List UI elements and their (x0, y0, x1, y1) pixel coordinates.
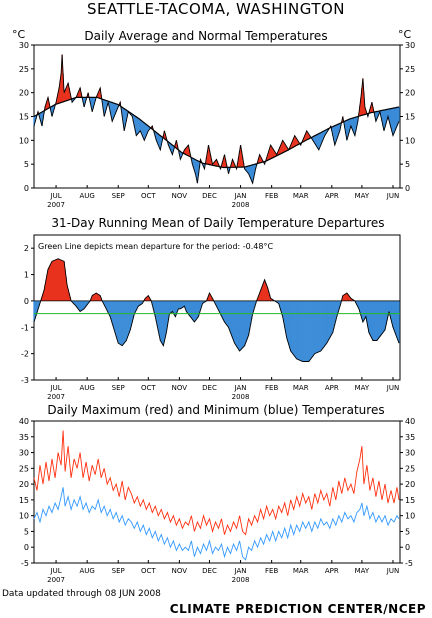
chart1-xtick-label: AUG (79, 192, 94, 200)
chart3-ytick-label: 35 (19, 433, 29, 442)
chart2-ytick-label: 1 (24, 271, 29, 280)
chart1-average-line (33, 54, 400, 185)
chart1-xtick-label: SEP (112, 192, 125, 200)
chart3-ytick-label-right: 15 (405, 496, 415, 505)
chart2-xtick-label: JUL (50, 384, 62, 392)
chart1-xtick-label: MAR (293, 192, 309, 200)
chart2-xtick-label: MAR (293, 384, 309, 392)
chart1-xtick-label: DEC (202, 192, 217, 200)
chart3-xtick-label: FEB (265, 567, 278, 575)
chart3-xtick-label: DEC (202, 567, 217, 575)
chart1-ytick-label: 20 (19, 89, 29, 98)
chart3-ytick-label: 40 (19, 417, 29, 426)
chart2-ytick-label: -3 (21, 376, 29, 385)
chart2-xtick-label: MAY (355, 384, 370, 392)
chart1-ytick-label: 0 (24, 184, 29, 193)
chart1-unit-left: °C (12, 28, 26, 41)
chart1-ytick-label-right: 15 (405, 113, 415, 122)
chart2-xtick-label: JUN (386, 384, 399, 392)
chart3-xtick-label: NOV (172, 567, 188, 575)
chart3-xtick-label: OCT (141, 567, 156, 575)
chart3-ytick-label: -5 (21, 559, 29, 568)
chart3-xtick-label: APR (325, 567, 339, 575)
chart1-ytick-label-right: 20 (405, 89, 415, 98)
chart3-year-label: 2007 (47, 576, 65, 584)
chart3-ytick-label-right: 35 (405, 433, 415, 442)
chart3-ytick-label-right: 5 (405, 527, 410, 536)
chart1-xtick-label: OCT (141, 192, 156, 200)
chart2-ytick-label: -1 (21, 323, 29, 332)
chart3-xtick-label: MAY (355, 567, 370, 575)
chart3-ytick-label-right: 30 (405, 449, 415, 458)
chart3-maximum-line (33, 430, 400, 536)
chart1-xtick-label: JUN (386, 192, 399, 200)
chart2-ytick-label: 0 (24, 297, 29, 306)
chart1-ytick-label: 5 (24, 160, 29, 169)
chart2-xtick-label: NOV (172, 384, 188, 392)
chart3-xtick-label: JAN (234, 567, 247, 575)
chart1-xtick-label: FEB (265, 192, 278, 200)
chart3-ytick-label-right: -5 (405, 559, 413, 568)
chart1-ytick-label-right: 10 (405, 136, 415, 145)
chart1-ytick-label: 10 (19, 136, 29, 145)
chart2-ytick-label: -2 (21, 350, 29, 359)
chart1-unit-right: °C (398, 28, 412, 41)
chart1-xtick-label: NOV (172, 192, 188, 200)
chart3-xtick-label: MAR (293, 567, 309, 575)
chart2-xtick-label: DEC (202, 384, 217, 392)
chart2-xtick-label: JAN (234, 384, 247, 392)
chart2-xtick-label: OCT (141, 384, 156, 392)
chart3-ytick-label-right: 40 (405, 417, 415, 426)
chart3-minimum-line (33, 487, 400, 561)
chart1-year-label: 2007 (47, 201, 65, 209)
chart2-departure-line (33, 258, 400, 362)
chart2-year-label: 2008 (232, 393, 250, 401)
chart1-xtick-label: JAN (234, 192, 247, 200)
chart2-title: 31-Day Running Mean of Daily Temperature… (51, 216, 384, 230)
chart3-ytick-label: 30 (19, 449, 29, 458)
chart1-ytick-label: 30 (19, 41, 29, 50)
chart3-ytick-label: 0 (24, 543, 29, 552)
chart3-ytick-label-right: 20 (405, 480, 415, 489)
chart1-ytick-label-right: 30 (405, 41, 415, 50)
chart3-xtick-label: SEP (112, 567, 125, 575)
chart1-title: Daily Average and Normal Temperatures (84, 29, 327, 43)
chart2-ytick-label: 2 (24, 244, 29, 253)
chart3-ytick-label-right: 0 (405, 543, 410, 552)
chart2-annotation: Green Line depicts mean departure for th… (38, 242, 273, 251)
chart3-frame (33, 420, 401, 564)
chart1-ytick-label-right: 25 (405, 65, 415, 74)
chart2-xtick-label: SEP (112, 384, 125, 392)
page-title: SEATTLE-TACOMA, WASHINGTON (86, 0, 346, 18)
source-credit: CLIMATE PREDICTION CENTER/NCEP (169, 602, 426, 616)
chart3-xtick-label: JUN (386, 567, 399, 575)
chart3-xtick-label: AUG (79, 567, 94, 575)
chart3-ytick-label: 5 (24, 527, 29, 536)
chart3-ytick-label: 15 (19, 496, 29, 505)
chart1-xtick-label: APR (325, 192, 339, 200)
chart3-ytick-label: 10 (19, 512, 29, 521)
chart1-ytick-label-right: 0 (405, 184, 410, 193)
chart1-xtick-label: MAY (355, 192, 370, 200)
chart1-normal-line (33, 96, 400, 169)
chart1-xtick-label: JUL (50, 192, 62, 200)
chart2-xtick-label: APR (325, 384, 339, 392)
chart3-ytick-label-right: 10 (405, 512, 415, 521)
chart3-ytick-label: 25 (19, 464, 29, 473)
data-updated-note: Data updated through 08 JUN 2008 (2, 589, 161, 599)
chart3-xtick-label: JUL (50, 567, 62, 575)
chart1-ytick-label-right: 5 (405, 160, 410, 169)
chart2-xtick-label: FEB (265, 384, 278, 392)
chart3-title: Daily Maximum (red) and Minimum (blue) T… (47, 403, 384, 417)
chart1-ytick-label: 25 (19, 65, 29, 74)
chart3-ytick-label-right: 25 (405, 464, 415, 473)
chart3-year-label: 2008 (232, 576, 250, 584)
chart3-ytick-label: 20 (19, 480, 29, 489)
chart2-year-label: 2007 (47, 393, 65, 401)
chart1-year-label: 2008 (232, 201, 250, 209)
chart1-ytick-label: 15 (19, 113, 29, 122)
chart2-xtick-label: AUG (79, 384, 94, 392)
